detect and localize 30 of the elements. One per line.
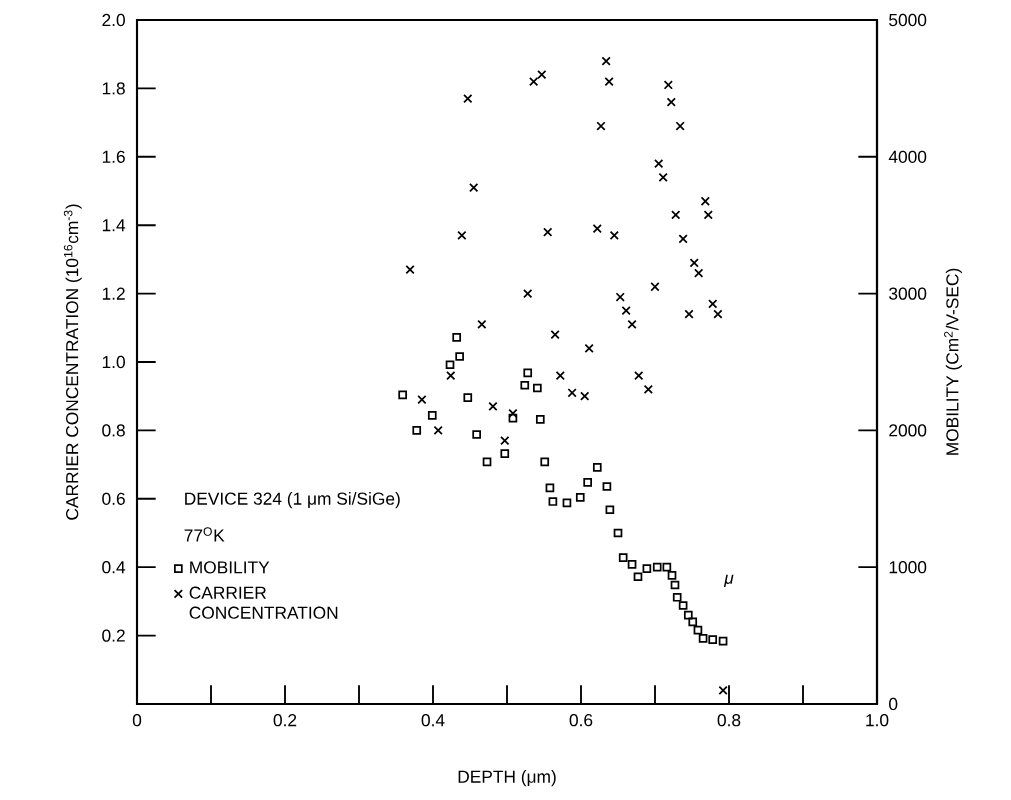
- annotation: μ: [723, 574, 734, 588]
- x-tick-label: 0.6: [569, 714, 593, 727]
- y2-tick-label: 5000: [889, 13, 927, 27]
- y2-tick-label: 4000: [888, 150, 927, 163]
- y-tick-label: 1.4: [102, 219, 126, 232]
- y2-axis-title: MOBILITY (Cm$^{2}$/V-SEC): [944, 268, 962, 455]
- y-tick-label: 1.6: [102, 150, 125, 163]
- x-tick-label: 0: [132, 714, 142, 727]
- legend-label: CARRIER CONCENTRATION: [189, 586, 338, 619]
- y-tick-label: 1.2: [102, 287, 125, 300]
- y2-tick-label: 2000: [889, 424, 927, 437]
- y-tick-label: 1.8: [102, 82, 125, 95]
- y-tick-label: 0.6: [102, 492, 125, 505]
- y-tick-label: 0.8: [102, 424, 125, 437]
- y-axis-title: CARRIER CONCENTRATION (10$^{16}$cm$^{-3}$): [63, 204, 82, 520]
- y-tick-label: 2.0: [102, 13, 125, 27]
- y-tick-label: 1.0: [102, 355, 125, 369]
- y-tick-label: 0.4: [102, 561, 126, 574]
- legend-label: MOBILITY: [190, 561, 270, 574]
- x-tick-label: 1.0: [866, 714, 889, 727]
- x-tick-label: 0.8: [717, 714, 741, 727]
- y2-tick-label: 0: [889, 697, 898, 711]
- annotation: 77$^{O}$K: [184, 527, 225, 542]
- x-tick-label: 0.2: [273, 714, 297, 727]
- annotation: DEVICE 324 (1 μm Si/SiGe): [185, 492, 400, 509]
- y2-tick-label: 1000: [889, 561, 927, 574]
- x-axis-title: DEPTH (μm): [458, 770, 556, 787]
- x-tick-label: 0.4: [421, 714, 445, 727]
- y2-tick-label: 3000: [889, 287, 927, 300]
- y-tick-label: 0.2: [102, 629, 125, 642]
